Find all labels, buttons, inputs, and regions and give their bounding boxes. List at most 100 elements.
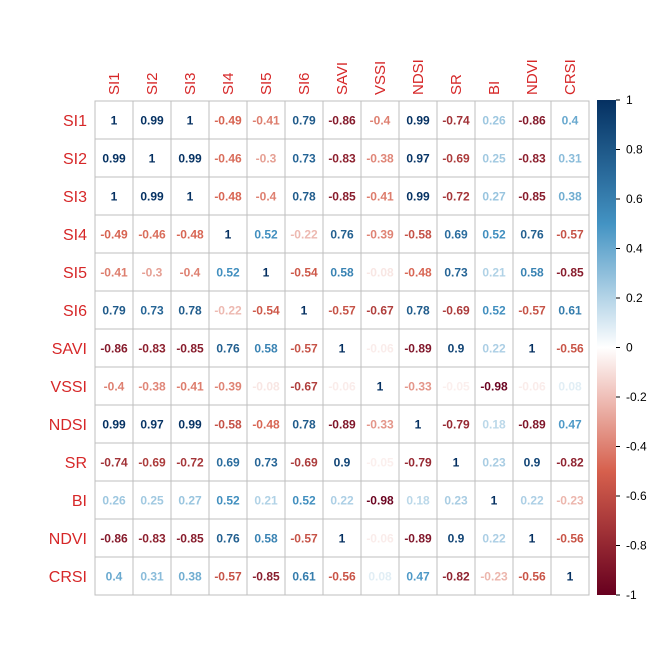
cell-value-sr-si1: -0.74 xyxy=(100,456,128,470)
cell-value-bi-crsi: -0.23 xyxy=(556,494,584,508)
cell-value-vssi-ndsi: -0.33 xyxy=(404,380,432,394)
cell-value-si5-ndvi: 0.58 xyxy=(520,266,544,280)
matrix-background xyxy=(94,100,590,596)
cell-value-crsi-ndsi: 0.47 xyxy=(406,570,430,584)
row-label-crsi: CRSI xyxy=(49,569,87,586)
column-label-sr: SR xyxy=(448,74,465,95)
cell-value-vssi-si4: -0.39 xyxy=(214,380,242,394)
cell-value-si6-bi: 0.52 xyxy=(482,304,506,318)
cell-value-si6-si1: 0.79 xyxy=(102,304,126,318)
cell-value-crsi-si3: 0.38 xyxy=(178,570,202,584)
cell-value-si4-si4: 1 xyxy=(225,228,232,242)
cell-value-vssi-savi: -0.06 xyxy=(328,380,356,394)
cell-value-si2-si4: -0.46 xyxy=(214,152,242,166)
cell-value-si5-sr: 0.73 xyxy=(444,266,468,280)
cell-value-bi-si3: 0.27 xyxy=(178,494,202,508)
cell-value-ndvi-si2: -0.83 xyxy=(138,532,166,546)
cell-value-ndsi-vssi: -0.33 xyxy=(366,418,394,432)
cell-value-savi-sr: 0.9 xyxy=(448,342,465,356)
row-label-sr: SR xyxy=(65,455,87,472)
cell-value-ndvi-si3: -0.85 xyxy=(176,532,204,546)
cell-value-bi-si1: 0.26 xyxy=(102,494,126,508)
cell-value-si3-si4: -0.48 xyxy=(214,190,242,204)
cell-value-si2-bi: 0.25 xyxy=(482,152,506,166)
cell-value-si1-si2: 0.99 xyxy=(140,114,164,128)
cell-value-ndsi-bi: 0.18 xyxy=(482,418,506,432)
cell-value-bi-ndsi: 0.18 xyxy=(406,494,430,508)
cell-value-sr-sr: 1 xyxy=(453,456,460,470)
cell-value-si6-si4: -0.22 xyxy=(214,304,242,318)
column-label-ndsi: NDSI xyxy=(410,59,427,95)
cell-value-si6-ndvi: -0.57 xyxy=(518,304,546,318)
cell-value-si1-ndsi: 0.99 xyxy=(406,114,430,128)
cell-value-sr-bi: 0.23 xyxy=(482,456,506,470)
cell-value-ndsi-si4: -0.58 xyxy=(214,418,242,432)
cell-value-si2-savi: -0.83 xyxy=(328,152,356,166)
colorbar-tick-label: 0.6 xyxy=(626,192,643,206)
cell-value-ndsi-sr: -0.79 xyxy=(442,418,470,432)
column-labels: SI1 SI2 SI3 SI4 SI5 SI6 SAVI VSSI NDSI SR BI NDVI CR… xyxy=(106,59,579,95)
cell-value-crsi-ndvi: -0.56 xyxy=(518,570,546,584)
cell-value-si6-sr: -0.69 xyxy=(442,304,470,318)
column-label-bi: BI xyxy=(486,81,503,95)
cell-value-si6-savi: -0.57 xyxy=(328,304,356,318)
cell-value-si5-vssi: -0.08 xyxy=(366,266,394,280)
cell-value-si3-bi: 0.27 xyxy=(482,190,506,204)
colorbar-tick-label: 1 xyxy=(626,93,633,107)
cell-value-bi-si4: 0.52 xyxy=(216,494,240,508)
cell-value-ndvi-si5: 0.58 xyxy=(254,532,278,546)
cell-value-sr-ndsi: -0.79 xyxy=(404,456,432,470)
colorbar-gradient xyxy=(597,100,616,595)
cell-value-ndsi-crsi: 0.47 xyxy=(558,418,582,432)
cell-value-si1-ndvi: -0.86 xyxy=(518,114,546,128)
cell-value-ndvi-si1: -0.86 xyxy=(100,532,128,546)
cell-value-si5-savi: 0.58 xyxy=(330,266,354,280)
cell-value-ndvi-si6: -0.57 xyxy=(290,532,318,546)
colorbar-tick-label: 0 xyxy=(626,341,633,355)
row-label-si1: SI1 xyxy=(63,113,87,130)
cell-value-si1-si4: -0.49 xyxy=(214,114,242,128)
colorbar-tick-label: -1 xyxy=(626,588,637,602)
cell-value-si3-si1: 1 xyxy=(111,190,118,204)
row-label-ndvi: NDVI xyxy=(49,531,87,548)
cell-value-bi-si6: 0.52 xyxy=(292,494,316,508)
cell-value-si4-crsi: -0.57 xyxy=(556,228,584,242)
cell-value-savi-ndvi: 1 xyxy=(529,342,536,356)
cell-value-sr-si5: 0.73 xyxy=(254,456,278,470)
cell-value-ndsi-si1: 0.99 xyxy=(102,418,126,432)
cell-value-sr-si2: -0.69 xyxy=(138,456,166,470)
cell-value-si4-sr: 0.69 xyxy=(444,228,468,242)
cell-value-crsi-si6: 0.61 xyxy=(292,570,316,584)
cell-value-sr-crsi: -0.82 xyxy=(556,456,584,470)
cell-value-si2-ndvi: -0.83 xyxy=(518,152,546,166)
cell-value-si3-si3: 1 xyxy=(187,190,194,204)
cell-value-si4-si1: -0.49 xyxy=(100,228,128,242)
cell-value-si2-si2: 1 xyxy=(149,152,156,166)
column-label-si6: SI6 xyxy=(296,72,313,95)
cell-value-si5-ndsi: -0.48 xyxy=(404,266,432,280)
cell-value-crsi-savi: -0.56 xyxy=(328,570,356,584)
cell-value-si3-ndsi: 0.99 xyxy=(406,190,430,204)
colorbar: 1 0.8 0.6 0.4 0.2 0 -0.2 -0.4 -0.6 -0.8 -1 xyxy=(597,93,647,602)
row-label-si2: SI2 xyxy=(63,151,87,168)
row-label-bi: BI xyxy=(72,493,87,510)
cell-value-savi-si3: -0.85 xyxy=(176,342,204,356)
row-labels: SI1 SI2 SI3 SI4 SI5 SI6 SAVI VSSI NDSI SR BI NDVI CR… xyxy=(49,113,87,586)
cell-value-savi-vssi: -0.06 xyxy=(366,342,394,356)
row-label-si4: SI4 xyxy=(63,227,87,244)
colorbar-tick-label: -0.8 xyxy=(626,539,647,553)
cell-value-savi-bi: 0.22 xyxy=(482,342,506,356)
colorbar-tick-label: 0.4 xyxy=(626,242,643,256)
cell-value-si6-vssi: -0.67 xyxy=(366,304,394,318)
cell-value-si5-crsi: -0.85 xyxy=(556,266,584,280)
cell-value-vssi-si1: -0.4 xyxy=(104,380,125,394)
cell-value-si4-si2: -0.46 xyxy=(138,228,166,242)
cell-value-sr-si3: -0.72 xyxy=(176,456,204,470)
cell-value-si3-si2: 0.99 xyxy=(140,190,164,204)
cell-value-si2-vssi: -0.38 xyxy=(366,152,394,166)
cell-value-si5-si1: -0.41 xyxy=(100,266,128,280)
cell-value-si6-si3: 0.78 xyxy=(178,304,202,318)
cell-value-si3-vssi: -0.41 xyxy=(366,190,394,204)
cell-value-ndsi-si3: 0.99 xyxy=(178,418,202,432)
cell-value-bi-si5: 0.21 xyxy=(254,494,278,508)
